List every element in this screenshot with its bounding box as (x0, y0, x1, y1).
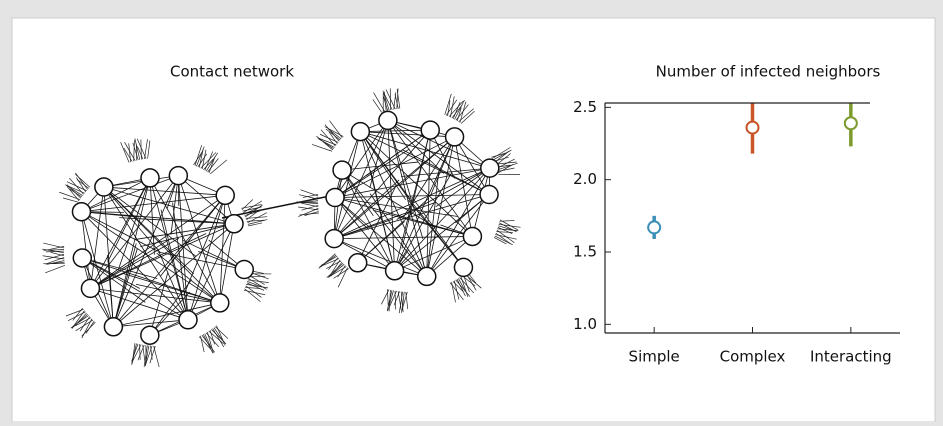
node (421, 121, 439, 139)
y-tick-label: 1.0 (573, 315, 597, 333)
node (81, 279, 99, 297)
node (211, 294, 229, 312)
node (333, 161, 351, 179)
node (446, 128, 464, 146)
node (104, 318, 122, 336)
point (845, 117, 857, 129)
node (235, 260, 253, 278)
node (73, 249, 91, 267)
node (325, 230, 343, 248)
node (386, 262, 404, 280)
node (225, 215, 243, 233)
node (463, 227, 481, 245)
node (141, 169, 159, 187)
node (179, 311, 197, 329)
y-tick-label: 2.0 (573, 170, 597, 188)
y-tick-label: 2.5 (573, 98, 597, 116)
node (481, 159, 499, 177)
point (648, 221, 660, 233)
y-tick-label: 1.5 (573, 242, 597, 260)
node (454, 258, 472, 276)
network-title: Contact network (170, 63, 294, 81)
node (351, 123, 369, 141)
node (141, 326, 159, 344)
node (72, 203, 90, 221)
node (95, 178, 113, 196)
point (747, 122, 759, 134)
node (169, 167, 187, 185)
x-tick-label: Simple (629, 348, 680, 366)
node (480, 186, 498, 204)
x-tick-label: Complex (720, 348, 786, 366)
chart-title: Number of infected neighbors (656, 63, 881, 81)
node (379, 111, 397, 129)
node (418, 267, 436, 285)
node (349, 254, 367, 272)
node (216, 186, 234, 204)
figure: Contact network Number of infected neigh… (0, 0, 943, 422)
node (326, 188, 344, 206)
x-tick-label: Interacting (810, 348, 892, 366)
